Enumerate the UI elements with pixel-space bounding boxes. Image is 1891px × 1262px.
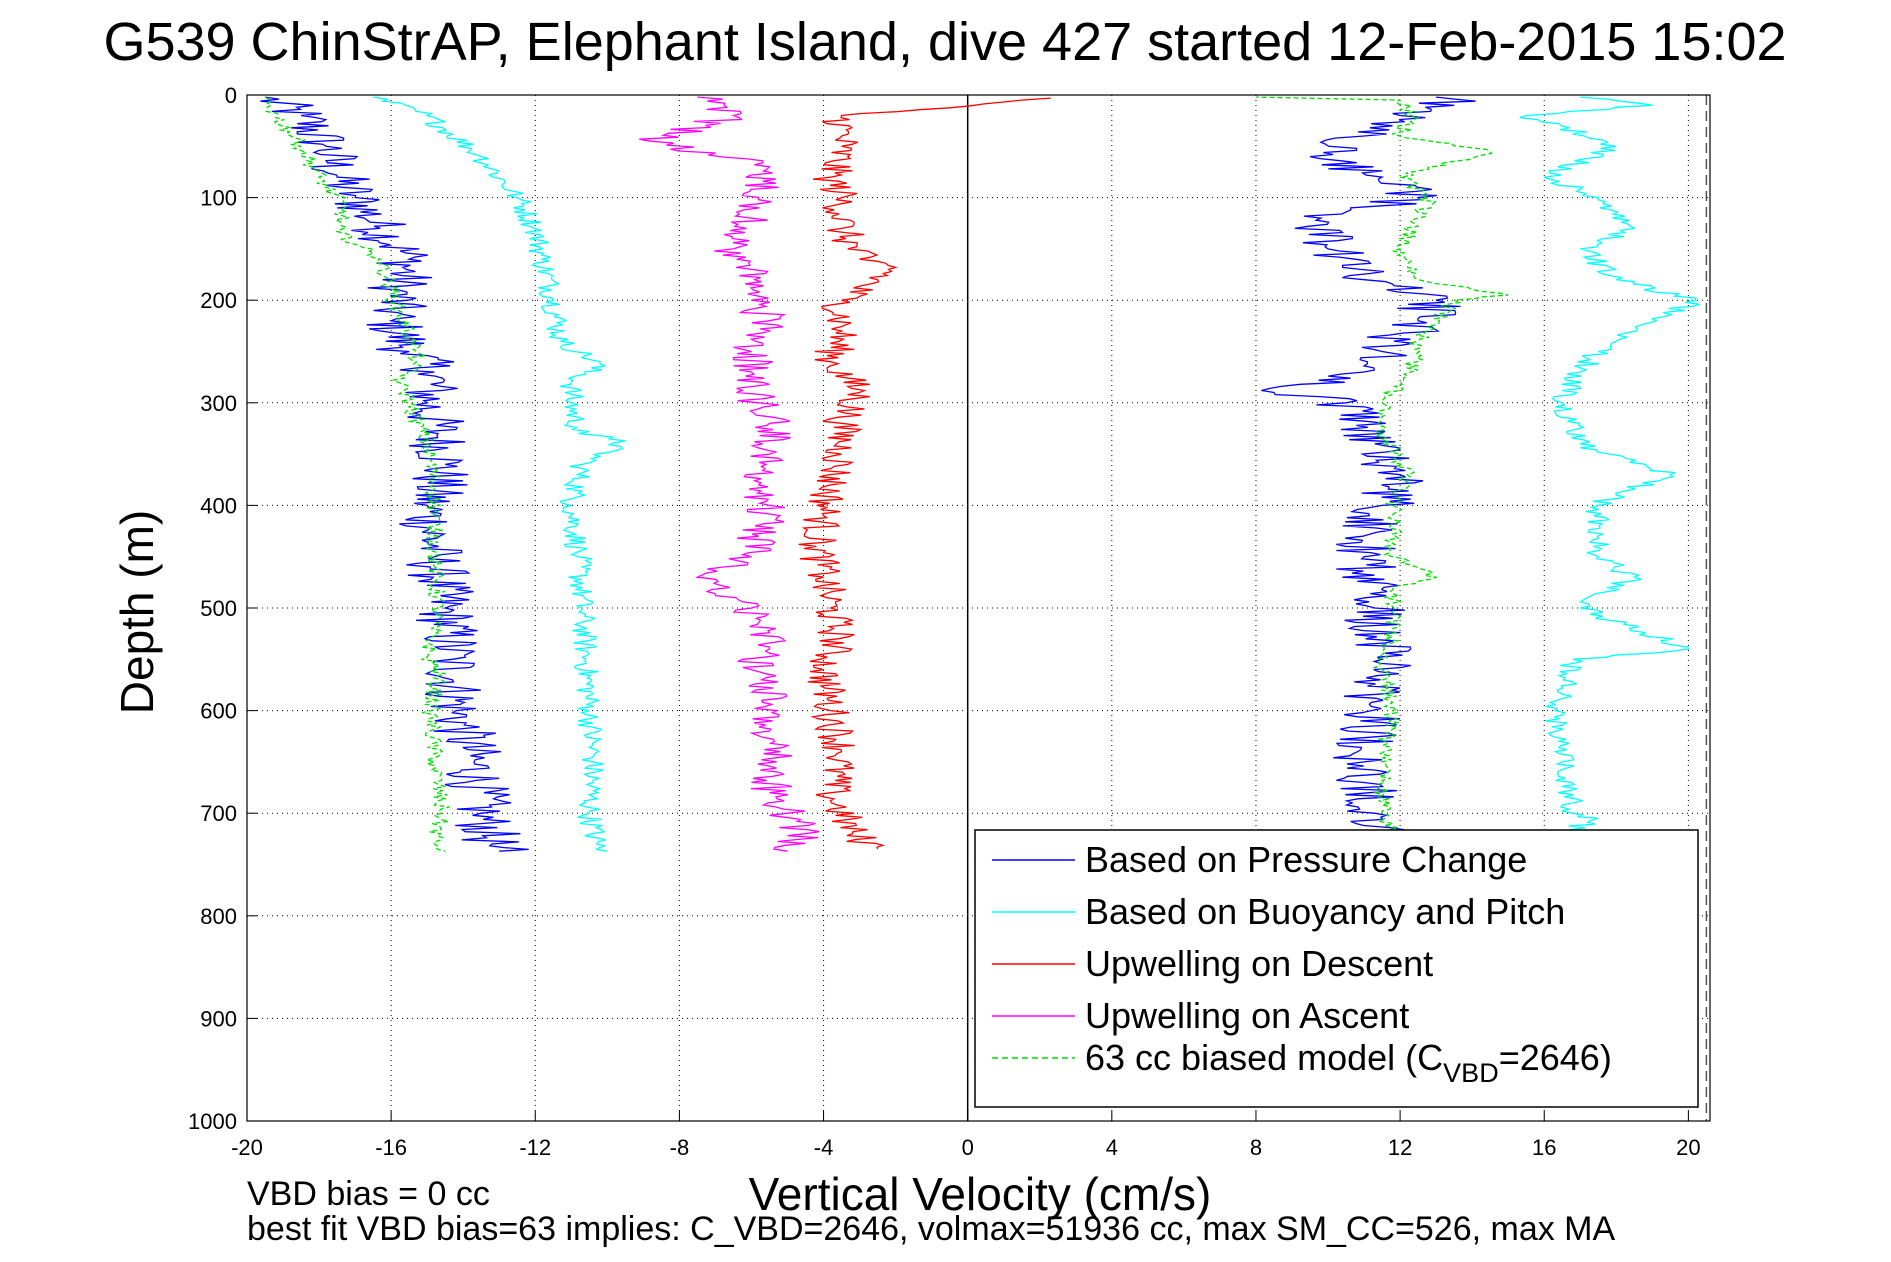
legend-box xyxy=(974,829,1699,1108)
legend-label: Upwelling on Ascent xyxy=(1085,995,1409,1036)
y-tick-label: 600 xyxy=(200,699,237,724)
x-tick-label: 20 xyxy=(1676,1135,1700,1160)
legend-label: Based on Buoyancy and Pitch xyxy=(1085,891,1565,932)
y-tick-label: 800 xyxy=(200,904,237,929)
series-line-3-segment-1 xyxy=(798,97,1051,850)
series-line-2-segment-1 xyxy=(373,96,626,852)
legend-label: Based on Pressure Change xyxy=(1085,839,1527,880)
x-tick-label: 12 xyxy=(1388,1135,1412,1160)
x-tick-label: -4 xyxy=(814,1135,834,1160)
x-tick-labels: -20 -16 -12 -8 -4 0 4 8 12 16 20 xyxy=(231,1135,1701,1160)
series-line-1-segment-2 xyxy=(1261,96,1476,852)
series-line-2-segment-2 xyxy=(1519,96,1701,852)
legend: Based on Pressure Change Based on Buoyanc… xyxy=(974,829,1699,1108)
plot-frame xyxy=(246,94,1711,1122)
x-tick-label: 16 xyxy=(1532,1135,1556,1160)
chart-title: G539 ChinStrAP, Elephant Island, dive 42… xyxy=(103,12,1786,72)
y-tick-label: 200 xyxy=(200,288,237,313)
series-line-4-segment-1 xyxy=(639,96,820,852)
series-layer xyxy=(260,96,1701,852)
y-tick-label: 400 xyxy=(200,493,237,518)
y-tick-label: 300 xyxy=(200,391,237,416)
x-tick-label: 4 xyxy=(1106,1135,1118,1160)
y-tick-labels: 0 100 200 300 400 500 600 700 800 900 1000 xyxy=(188,83,237,1134)
y-axis-label: Depth (m) xyxy=(111,510,163,714)
y-tick-label: 1000 xyxy=(188,1109,237,1134)
x-tick-label: 0 xyxy=(962,1135,974,1160)
x-axis-label: Vertical Velocity (cm/s) xyxy=(749,1168,1212,1220)
y-tick-label: 100 xyxy=(200,186,237,211)
y-tick-label: 0 xyxy=(225,83,237,108)
y-tick-label: 900 xyxy=(200,1006,237,1031)
vbd-bias-annotation: VBD bias = 0 cc xyxy=(247,1175,490,1213)
x-tick-label: -16 xyxy=(375,1135,407,1160)
y-tick-label: 500 xyxy=(200,596,237,621)
x-tick-label: -12 xyxy=(519,1135,551,1160)
series-line-1-segment-1 xyxy=(260,96,529,852)
best-fit-annotation: best fit VBD bias=63 implies: C_VBD=2646… xyxy=(247,1210,1616,1248)
legend-label: 63 cc biased model (CVBD=2646) xyxy=(1085,1037,1612,1088)
series-line-5-segment-1 xyxy=(264,96,450,852)
legend-label: Upwelling on Descent xyxy=(1085,943,1433,984)
x-tick-label: -20 xyxy=(231,1135,263,1160)
x-tick-label: 8 xyxy=(1250,1135,1262,1160)
series-line-5-segment-2 xyxy=(1255,96,1509,852)
y-tick-label: 700 xyxy=(200,801,237,826)
x-tick-label: -8 xyxy=(670,1135,690,1160)
